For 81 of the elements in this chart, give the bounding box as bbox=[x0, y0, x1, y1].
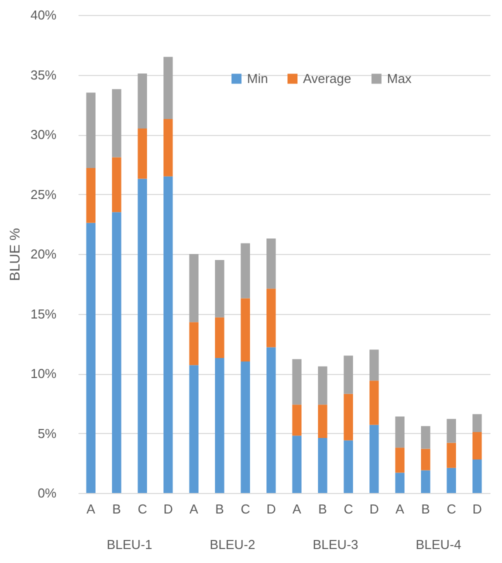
text: BLEU-2 bbox=[210, 537, 256, 552]
text: BLEU-1 bbox=[106, 537, 152, 552]
bar bbox=[189, 254, 199, 322]
y-tick-label: 5% bbox=[38, 426, 57, 441]
bar bbox=[138, 178, 148, 493]
x-tick-label: B bbox=[112, 502, 121, 516]
bar bbox=[86, 222, 96, 493]
bar bbox=[369, 424, 379, 493]
bar bbox=[189, 322, 199, 366]
bar bbox=[240, 243, 250, 298]
x-tick-label: C bbox=[446, 502, 456, 516]
bar bbox=[420, 426, 430, 449]
bar bbox=[292, 436, 302, 493]
y-tick-label: 30% bbox=[30, 127, 57, 142]
x-tick-label: D bbox=[266, 502, 276, 516]
x-tick-label: B bbox=[318, 502, 327, 516]
bar bbox=[446, 442, 456, 468]
bar bbox=[112, 157, 122, 212]
x-tick-label: B bbox=[215, 502, 224, 516]
bar bbox=[446, 468, 456, 493]
bar bbox=[163, 176, 173, 493]
bar bbox=[395, 448, 405, 473]
bar bbox=[163, 118, 173, 176]
bar bbox=[266, 288, 276, 348]
x-tick-label: D bbox=[472, 502, 482, 516]
bar bbox=[240, 362, 250, 493]
y-tick-label: 15% bbox=[30, 306, 57, 322]
x-tick-label: D bbox=[369, 502, 379, 516]
x-tick-label: A bbox=[86, 502, 96, 516]
x-tick-label: C bbox=[138, 502, 148, 516]
bar bbox=[214, 317, 224, 358]
bar bbox=[112, 212, 122, 493]
x-tick-label: B bbox=[421, 502, 430, 516]
bar bbox=[420, 448, 430, 470]
y-tick-label: 35% bbox=[30, 67, 57, 82]
bar bbox=[214, 260, 224, 318]
y-axis-title: BLUE % bbox=[6, 228, 22, 281]
x-tick-label: C bbox=[240, 502, 250, 516]
bar bbox=[292, 359, 302, 405]
bar bbox=[420, 470, 430, 493]
bar bbox=[344, 356, 354, 394]
x-tick-label: A bbox=[396, 502, 405, 516]
legend-label: Max bbox=[387, 70, 412, 86]
bar bbox=[214, 358, 224, 493]
bar bbox=[86, 92, 96, 168]
text: BLEU-4 bbox=[416, 537, 462, 552]
bar bbox=[292, 404, 302, 436]
legend-label: Min bbox=[247, 70, 268, 86]
bar bbox=[112, 89, 122, 158]
x-tick-label: A bbox=[190, 502, 199, 516]
x-tick-label: D bbox=[163, 502, 173, 516]
bar bbox=[138, 74, 148, 129]
bar bbox=[369, 380, 379, 425]
x-tick-label: C bbox=[344, 502, 354, 516]
y-tick-label: 10% bbox=[30, 366, 57, 381]
bar bbox=[266, 238, 276, 289]
bar bbox=[189, 365, 199, 493]
bar bbox=[472, 414, 482, 432]
bar bbox=[318, 404, 328, 438]
bar bbox=[318, 366, 328, 405]
y-tick-label: 40% bbox=[30, 8, 57, 22]
y-tick-label: 20% bbox=[30, 246, 57, 262]
bar bbox=[369, 350, 379, 381]
bar bbox=[344, 440, 354, 493]
bar bbox=[266, 347, 276, 493]
bar bbox=[163, 56, 173, 119]
bar bbox=[472, 460, 482, 493]
bar bbox=[86, 168, 96, 223]
x-tick-label: A bbox=[292, 502, 302, 516]
legend-label: Average bbox=[303, 70, 352, 86]
bar bbox=[446, 418, 456, 443]
bar bbox=[472, 432, 482, 460]
bar bbox=[138, 128, 148, 179]
bar bbox=[318, 438, 328, 493]
bar bbox=[240, 298, 250, 362]
bar bbox=[344, 394, 354, 440]
bar bbox=[395, 472, 405, 493]
y-tick-label: 25% bbox=[30, 186, 57, 202]
text: BLEU-3 bbox=[312, 537, 358, 552]
y-tick-label: 0% bbox=[38, 486, 57, 500]
bar bbox=[395, 416, 405, 448]
